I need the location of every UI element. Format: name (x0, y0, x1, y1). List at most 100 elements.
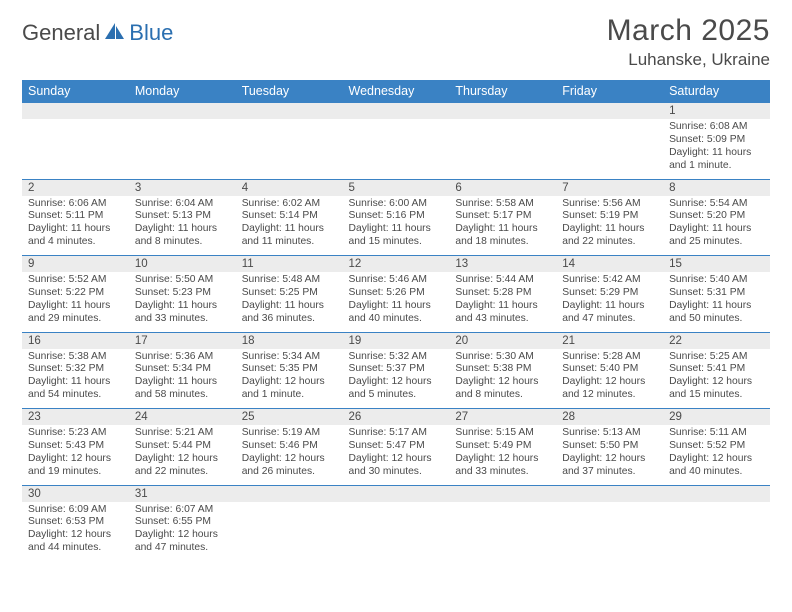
day-number-cell: 31 (129, 485, 236, 502)
day-details-cell: Sunrise: 5:58 AMSunset: 5:17 PMDaylight:… (449, 196, 556, 256)
sunset-text: Sunset: 5:43 PM (28, 440, 123, 453)
day-details-cell (236, 502, 343, 563)
daylight-text: Daylight: 11 hours and 8 minutes. (135, 223, 230, 249)
day-details-cell: Sunrise: 5:50 AMSunset: 5:23 PMDaylight:… (129, 272, 236, 332)
sunrise-text: Sunrise: 5:54 AM (669, 198, 764, 211)
sunset-text: Sunset: 5:11 PM (28, 210, 123, 223)
daylight-text: Daylight: 12 hours and 26 minutes. (242, 453, 337, 479)
daylight-text: Daylight: 11 hours and 1 minute. (669, 147, 764, 173)
day-details-cell: Sunrise: 5:38 AMSunset: 5:32 PMDaylight:… (22, 349, 129, 409)
sunrise-text: Sunrise: 5:42 AM (562, 274, 657, 287)
sunrise-text: Sunrise: 5:15 AM (455, 427, 550, 440)
day-number-cell: 28 (556, 409, 663, 426)
day-number-cell: 10 (129, 256, 236, 273)
day-number-cell: 26 (343, 409, 450, 426)
daylight-text: Daylight: 11 hours and 25 minutes. (669, 223, 764, 249)
col-tuesday: Tuesday (236, 80, 343, 103)
sunset-text: Sunset: 5:26 PM (349, 287, 444, 300)
col-saturday: Saturday (663, 80, 770, 103)
sunset-text: Sunset: 5:50 PM (562, 440, 657, 453)
sunrise-text: Sunrise: 6:06 AM (28, 198, 123, 211)
sunrise-text: Sunrise: 5:30 AM (455, 351, 550, 364)
sunrise-text: Sunrise: 6:00 AM (349, 198, 444, 211)
sunrise-text: Sunrise: 5:17 AM (349, 427, 444, 440)
day-number-cell: 29 (663, 409, 770, 426)
col-wednesday: Wednesday (343, 80, 450, 103)
week-details-row: Sunrise: 5:23 AMSunset: 5:43 PMDaylight:… (22, 425, 770, 485)
day-details-cell: Sunrise: 5:54 AMSunset: 5:20 PMDaylight:… (663, 196, 770, 256)
sunset-text: Sunset: 5:41 PM (669, 363, 764, 376)
day-details-cell: Sunrise: 6:06 AMSunset: 5:11 PMDaylight:… (22, 196, 129, 256)
day-details-cell: Sunrise: 6:09 AMSunset: 6:53 PMDaylight:… (22, 502, 129, 563)
sunset-text: Sunset: 5:35 PM (242, 363, 337, 376)
day-number-cell: 22 (663, 332, 770, 349)
day-details-cell (556, 502, 663, 563)
day-details-cell: Sunrise: 5:48 AMSunset: 5:25 PMDaylight:… (236, 272, 343, 332)
day-number-cell: 15 (663, 256, 770, 273)
day-details-cell: Sunrise: 5:56 AMSunset: 5:19 PMDaylight:… (556, 196, 663, 256)
sunrise-text: Sunrise: 5:13 AM (562, 427, 657, 440)
sunset-text: Sunset: 5:23 PM (135, 287, 230, 300)
day-number-cell (556, 103, 663, 120)
daylight-text: Daylight: 11 hours and 47 minutes. (562, 300, 657, 326)
day-number-cell (236, 103, 343, 120)
week-details-row: Sunrise: 6:08 AMSunset: 5:09 PMDaylight:… (22, 119, 770, 179)
sunrise-text: Sunrise: 5:56 AM (562, 198, 657, 211)
day-number-cell: 12 (343, 256, 450, 273)
page-header: General Blue March 2025 Luhanske, Ukrain… (22, 14, 770, 70)
day-number-cell (129, 103, 236, 120)
sunset-text: Sunset: 5:20 PM (669, 210, 764, 223)
week-daynum-row: 23242526272829 (22, 409, 770, 426)
sunrise-text: Sunrise: 6:02 AM (242, 198, 337, 211)
day-number-cell (663, 485, 770, 502)
sunset-text: Sunset: 5:52 PM (669, 440, 764, 453)
sail-icon (104, 21, 126, 46)
sunset-text: Sunset: 5:32 PM (28, 363, 123, 376)
day-details-cell (556, 119, 663, 179)
sunrise-text: Sunrise: 5:34 AM (242, 351, 337, 364)
sunset-text: Sunset: 5:47 PM (349, 440, 444, 453)
day-details-cell: Sunrise: 6:07 AMSunset: 6:55 PMDaylight:… (129, 502, 236, 563)
day-details-cell: Sunrise: 5:28 AMSunset: 5:40 PMDaylight:… (556, 349, 663, 409)
day-number-cell: 8 (663, 179, 770, 196)
day-number-cell: 7 (556, 179, 663, 196)
day-number-cell: 11 (236, 256, 343, 273)
day-number-cell: 14 (556, 256, 663, 273)
month-title: March 2025 (607, 14, 770, 48)
sunset-text: Sunset: 5:31 PM (669, 287, 764, 300)
sunset-text: Sunset: 6:55 PM (135, 516, 230, 529)
day-number-cell: 3 (129, 179, 236, 196)
sunset-text: Sunset: 5:37 PM (349, 363, 444, 376)
daylight-text: Daylight: 11 hours and 4 minutes. (28, 223, 123, 249)
day-details-cell: Sunrise: 5:21 AMSunset: 5:44 PMDaylight:… (129, 425, 236, 485)
sunset-text: Sunset: 5:22 PM (28, 287, 123, 300)
week-daynum-row: 3031 (22, 485, 770, 502)
day-details-cell: Sunrise: 5:17 AMSunset: 5:47 PMDaylight:… (343, 425, 450, 485)
day-details-cell: Sunrise: 5:15 AMSunset: 5:49 PMDaylight:… (449, 425, 556, 485)
sunrise-text: Sunrise: 5:40 AM (669, 274, 764, 287)
brand-part2: Blue (129, 20, 173, 46)
daylight-text: Daylight: 11 hours and 54 minutes. (28, 376, 123, 402)
day-number-cell: 5 (343, 179, 450, 196)
day-details-cell: Sunrise: 5:34 AMSunset: 5:35 PMDaylight:… (236, 349, 343, 409)
daylight-text: Daylight: 12 hours and 33 minutes. (455, 453, 550, 479)
day-number-cell: 24 (129, 409, 236, 426)
day-details-cell: Sunrise: 5:11 AMSunset: 5:52 PMDaylight:… (663, 425, 770, 485)
sunrise-text: Sunrise: 5:38 AM (28, 351, 123, 364)
day-number-cell: 6 (449, 179, 556, 196)
day-number-cell: 9 (22, 256, 129, 273)
col-thursday: Thursday (449, 80, 556, 103)
sunset-text: Sunset: 6:53 PM (28, 516, 123, 529)
daylight-text: Daylight: 12 hours and 8 minutes. (455, 376, 550, 402)
sunrise-text: Sunrise: 5:44 AM (455, 274, 550, 287)
sunset-text: Sunset: 5:34 PM (135, 363, 230, 376)
daylight-text: Daylight: 12 hours and 22 minutes. (135, 453, 230, 479)
day-details-cell: Sunrise: 5:44 AMSunset: 5:28 PMDaylight:… (449, 272, 556, 332)
sunset-text: Sunset: 5:17 PM (455, 210, 550, 223)
day-number-cell: 16 (22, 332, 129, 349)
day-number-cell (343, 103, 450, 120)
sunrise-text: Sunrise: 6:04 AM (135, 198, 230, 211)
daylight-text: Daylight: 11 hours and 33 minutes. (135, 300, 230, 326)
daylight-text: Daylight: 12 hours and 40 minutes. (669, 453, 764, 479)
day-number-cell (556, 485, 663, 502)
